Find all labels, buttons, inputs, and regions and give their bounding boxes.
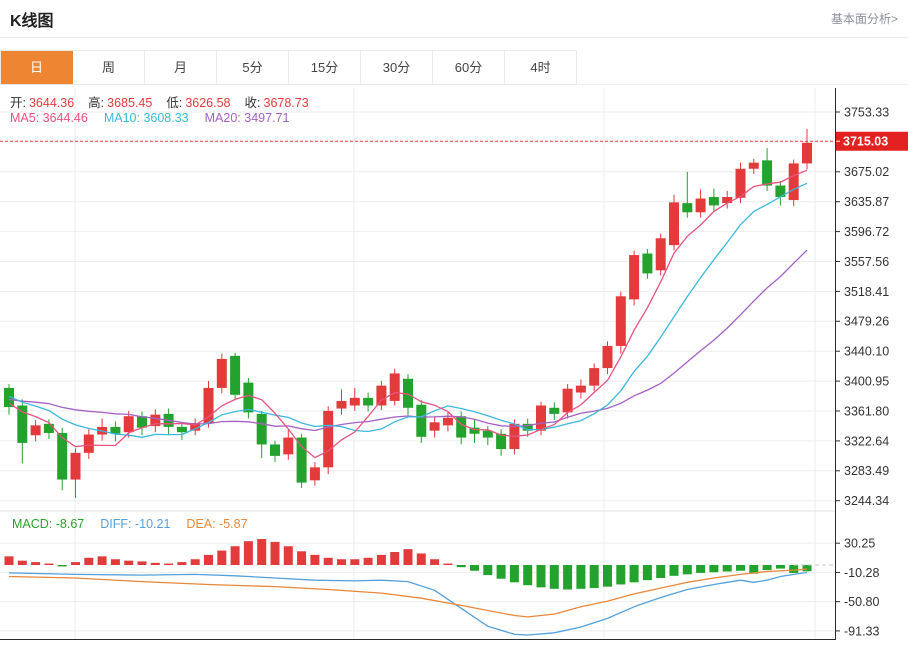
ma-item-ma10: MA10: 3608.33 — [103, 111, 189, 125]
ohlc-label: 高: — [88, 96, 105, 110]
interval-tabs: 日周月 5分 15分 30分 60分 4时 — [0, 50, 577, 85]
grid — [0, 88, 835, 639]
tab-月[interactable]: 月 — [145, 51, 217, 84]
tab-60分[interactable]: 60分 — [433, 51, 505, 84]
axis-tick-label: 3440.10 — [844, 345, 889, 359]
ohlc-value: 3626.58 — [185, 96, 231, 110]
macd-panel — [4, 539, 835, 636]
axis-tick-label: 3557.56 — [844, 255, 889, 269]
axis-tick-label: 3479.26 — [844, 315, 889, 329]
ohlc-label: 开: — [10, 96, 26, 110]
ohlc-bar: 开: 3644.36 高: 3685.45 低: 3626.58 收: 3678.73 — [10, 92, 323, 111]
macd-bar: MACD: -8.67 DIFF: -10.21 DEA: -5.87 — [12, 517, 264, 531]
ohlc-label: 低: — [166, 96, 183, 110]
ohlc-value: 3685.45 — [107, 96, 153, 110]
macd-item-diff: DIFF: -10.21 — [100, 517, 171, 531]
macd-item-dea: DEA: -5.87 — [186, 517, 248, 531]
axis-tick-label: 3518.41 — [844, 285, 889, 299]
axis-tick-label: 3322.64 — [844, 434, 889, 448]
tab-周[interactable]: 周 — [73, 51, 145, 84]
price-axis: 3753.33 3675.02 3635.87 3596.72 3557.56 3518.… — [0, 88, 889, 640]
axis-tick-label: 3596.72 — [844, 225, 889, 239]
axis-tick-label: -10.28 — [844, 566, 879, 580]
tab-4时[interactable]: 4时 — [505, 51, 577, 84]
axis-tick-label: 3675.02 — [844, 165, 889, 179]
fundamental-analysis-link[interactable]: 基本面分析> — [830, 12, 898, 26]
current-price-tag: 3715.03 — [836, 131, 908, 151]
axis-tick-label: 3753.33 — [844, 105, 889, 119]
axis-tick-label: 30.25 — [844, 537, 875, 551]
axis-tick-label: 3361.80 — [844, 404, 889, 418]
ohlc-label: 收: — [244, 96, 261, 110]
ma-item-ma5: MA5: 3644.46 — [10, 111, 88, 125]
ohlc-value: 3678.73 — [263, 96, 309, 110]
macd-item-macd_text: MACD: -8.67 — [12, 517, 85, 531]
axis-tick-label: -50.80 — [844, 595, 879, 609]
ma-bar: MA5: 3644.46 MA10: 3608.33 MA20: 3497.71 — [10, 111, 305, 125]
tab-15分[interactable]: 15分 — [289, 51, 361, 84]
tab-日[interactable]: 日 — [1, 51, 73, 84]
ohlc-value: 3644.36 — [28, 96, 75, 110]
tab-5分[interactable]: 5分 — [217, 51, 289, 84]
axis-tick-label: 3400.95 — [844, 374, 889, 388]
ma-lines — [8, 169, 808, 459]
widget-header: K线图 基本面分析> — [0, 0, 908, 38]
candles — [4, 129, 812, 498]
tab-30分[interactable]: 30分 — [361, 51, 433, 84]
ma-item-ma20: MA20: 3497.71 — [204, 111, 290, 125]
axis-tick-label: 3635.87 — [844, 195, 889, 209]
axis-tick-label: -91.33 — [844, 624, 879, 638]
axis-tick-label: 3244.34 — [844, 494, 889, 508]
page-title: K线图 — [10, 12, 54, 30]
axis-tick-label: 3283.49 — [844, 464, 889, 478]
svg-text:3715.03: 3715.03 — [843, 135, 888, 149]
